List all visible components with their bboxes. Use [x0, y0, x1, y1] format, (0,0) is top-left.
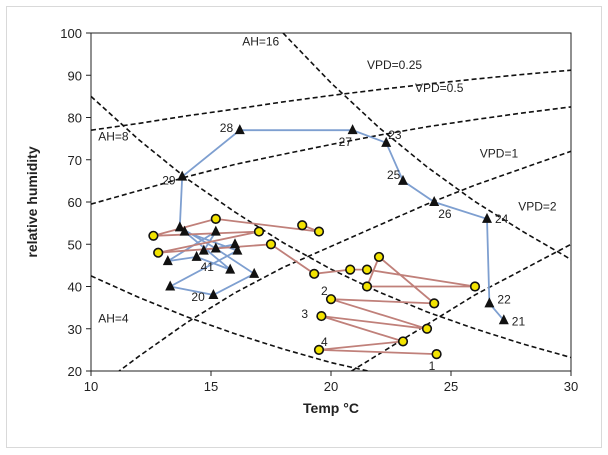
- reference-curve: [91, 69, 571, 131]
- data-point-triangle: [198, 244, 209, 255]
- data-point-triangle: [191, 250, 202, 261]
- data-point-circle: [345, 264, 356, 275]
- data-point-triangle: [208, 288, 219, 299]
- point-label: 22: [497, 292, 511, 306]
- chart-svg: 10 15 20 25 30 20 30 40 50 60 70 80 90 100 Temp °C rela…: [24, 26, 578, 416]
- point-label: 28: [220, 121, 234, 135]
- y-tick-label: 40: [68, 280, 82, 295]
- x-tick-label: 30: [564, 379, 578, 394]
- reference-curve-label: VPD=1: [480, 147, 519, 161]
- data-point-circle: [313, 344, 325, 355]
- series-line: [167, 129, 505, 321]
- data-point-triangle: [210, 225, 221, 236]
- reference-curve-label: AH=8: [98, 130, 129, 144]
- point-label: 25: [387, 168, 401, 182]
- y-tick-label: 50: [68, 237, 82, 252]
- data-point-triangle: [249, 267, 260, 278]
- data-point-triangle: [498, 314, 509, 325]
- data-point-triangle: [179, 225, 190, 236]
- data-point-circle: [153, 247, 164, 258]
- y-tick-label: 90: [68, 68, 82, 83]
- y-tick-label: 30: [68, 322, 82, 337]
- data-point-circle: [431, 349, 442, 360]
- reference-curve-label: VPD=2: [518, 199, 557, 213]
- data-point-triangle: [162, 255, 173, 266]
- reference-curve: [91, 275, 372, 371]
- reference-curve: [282, 33, 571, 261]
- point-label: 20: [191, 290, 205, 304]
- y-tick-label: 20: [68, 364, 82, 379]
- data-point-circle: [316, 310, 327, 322]
- x-axis-title: Temp °C: [303, 400, 359, 416]
- point-label: 41: [201, 260, 215, 274]
- data-point-triangle: [230, 238, 240, 249]
- data-point-triangle: [381, 136, 392, 147]
- reference-curve: [91, 95, 571, 359]
- point-label: 4: [321, 335, 328, 349]
- data-point-circle: [325, 294, 337, 305]
- data-point-triangle: [429, 196, 440, 206]
- data-point-circle: [397, 336, 409, 347]
- point-label: 29: [162, 174, 176, 188]
- data-point-triangle: [482, 212, 492, 223]
- data-point-circle: [313, 226, 325, 237]
- point-label: 3: [301, 307, 308, 321]
- point-label: 2: [321, 284, 328, 298]
- data-point-triangle: [225, 263, 236, 274]
- data-point-circle: [361, 281, 373, 292]
- y-tick-label: 60: [68, 195, 82, 210]
- reference-curve-label: VPD=0.25: [367, 58, 422, 72]
- data-point-triangle: [232, 244, 243, 255]
- point-label: 26: [438, 207, 452, 221]
- reference-curve-label: AH=16: [242, 35, 279, 49]
- point-label: 27: [339, 135, 353, 149]
- reference-curve: [91, 106, 571, 205]
- point-label: 23: [388, 128, 402, 142]
- x-tick-label: 10: [84, 379, 98, 394]
- data-point-circle: [421, 323, 433, 334]
- x-tick-label: 15: [204, 379, 218, 394]
- reference-curve-label: AH=4: [98, 311, 129, 325]
- reference-curve-label: VPD=0.5: [415, 81, 464, 95]
- x-tick-label: 20: [324, 379, 338, 394]
- data-point-triangle: [177, 170, 188, 181]
- y-axis-title: relative humidity: [24, 146, 40, 257]
- chart-frame: 10 15 20 25 30 20 30 40 50 60 70 80 90 100 Temp °C rela…: [6, 6, 602, 448]
- y-tick-label: 100: [60, 26, 82, 41]
- data-point-triangle: [174, 221, 185, 232]
- data-point-triangle: [210, 242, 221, 253]
- series-line: [153, 217, 476, 355]
- reference-curve: [117, 150, 571, 371]
- data-point-circle: [429, 298, 440, 309]
- data-point-circle: [253, 226, 265, 237]
- data-point-circle: [210, 213, 221, 224]
- data-point-triangle: [165, 280, 176, 291]
- data-point-triangle: [234, 124, 245, 135]
- data-point-triangle: [484, 297, 495, 308]
- plot-area: [90, 32, 572, 372]
- data-point-circle: [265, 239, 277, 250]
- data-point-circle: [469, 281, 481, 292]
- point-label: 1: [429, 359, 436, 373]
- point-label: 24: [495, 212, 509, 226]
- point-label: 21: [512, 314, 526, 328]
- data-point-circle: [309, 268, 320, 279]
- data-point-circle: [148, 230, 159, 241]
- y-tick-label: 80: [68, 111, 82, 126]
- x-tick-label: 25: [444, 379, 458, 394]
- data-point-circle: [297, 220, 308, 231]
- y-tick-label: 70: [68, 153, 82, 168]
- data-point-circle: [373, 251, 385, 263]
- data-point-triangle: [347, 124, 358, 135]
- data-point-circle: [361, 264, 373, 275]
- data-point-triangle: [398, 174, 408, 185]
